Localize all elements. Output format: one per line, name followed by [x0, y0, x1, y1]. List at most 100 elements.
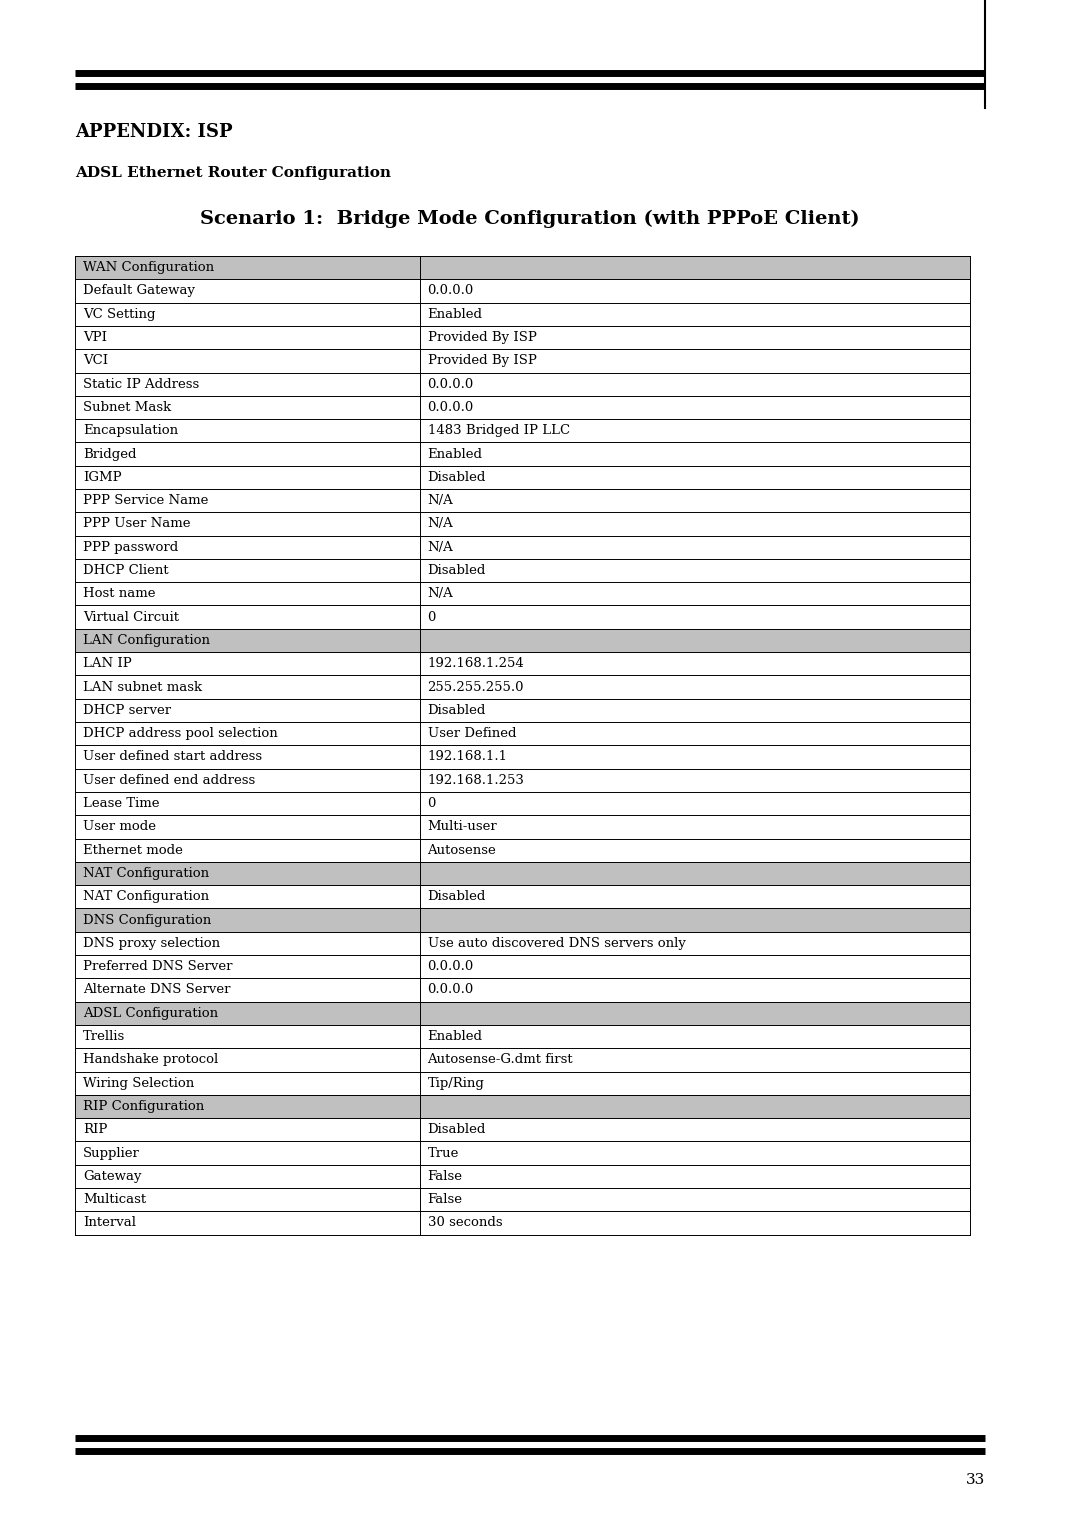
Text: Disabled: Disabled [428, 564, 486, 578]
Text: Provided By ISP: Provided By ISP [428, 354, 537, 367]
Text: 0.0.0.0: 0.0.0.0 [428, 960, 474, 973]
Bar [75, 955, 970, 978]
Bar [75, 419, 970, 443]
Text: ADSL Configuration: ADSL Configuration [83, 1007, 218, 1019]
Text: 0.0.0.0: 0.0.0.0 [428, 984, 474, 996]
Bar [75, 1187, 970, 1212]
Text: 0: 0 [428, 611, 436, 623]
Text: Wiring Selection: Wiring Selection [83, 1077, 194, 1089]
Bar [75, 816, 970, 839]
Text: Use auto discovered DNS servers only: Use auto discovered DNS servers only [428, 937, 686, 950]
Bar [75, 978, 970, 1001]
Bar [75, 466, 970, 489]
Text: Enabled: Enabled [428, 1030, 483, 1044]
Text: 0.0.0.0: 0.0.0.0 [428, 284, 474, 298]
Text: Static IP Address: Static IP Address [83, 377, 199, 391]
Text: Disabled: Disabled [428, 704, 486, 717]
Text: DHCP Client: DHCP Client [83, 564, 168, 578]
Text: Trellis: Trellis [83, 1030, 125, 1044]
Bar [75, 512, 970, 536]
Bar [75, 885, 970, 909]
Text: 255.255.255.0: 255.255.255.0 [428, 680, 524, 694]
Text: N/A: N/A [428, 494, 454, 507]
Text: Subnet Mask: Subnet Mask [83, 400, 172, 414]
Text: True: True [428, 1146, 459, 1160]
Text: NAT Configuration: NAT Configuration [83, 866, 210, 880]
Bar [75, 746, 970, 769]
Text: Autosense: Autosense [428, 843, 497, 857]
Bar [75, 1048, 970, 1071]
Text: 0: 0 [428, 798, 436, 810]
Bar [75, 396, 970, 419]
Text: 33: 33 [966, 1473, 985, 1487]
Bar [75, 443, 970, 466]
Text: Provided By ISP: Provided By ISP [428, 332, 537, 344]
Text: N/A: N/A [428, 518, 454, 530]
Text: LAN Configuration: LAN Configuration [83, 634, 210, 646]
Text: VPI: VPI [83, 332, 107, 344]
Bar [75, 839, 970, 862]
Text: Alternate DNS Server: Alternate DNS Server [83, 984, 230, 996]
Bar [75, 792, 970, 816]
Text: DNS proxy selection: DNS proxy selection [83, 937, 220, 950]
Text: VCI: VCI [83, 354, 108, 367]
Text: 0.0.0.0: 0.0.0.0 [428, 400, 474, 414]
Bar [75, 536, 970, 559]
Text: Disabled: Disabled [428, 471, 486, 484]
Text: LAN IP: LAN IP [83, 657, 132, 671]
Text: Disabled: Disabled [428, 891, 486, 903]
Bar [75, 605, 970, 630]
Bar [75, 1071, 970, 1094]
Text: 192.168.1.254: 192.168.1.254 [428, 657, 524, 671]
Text: Scenario 1:  Bridge Mode Configuration (with PPPoE Client): Scenario 1: Bridge Mode Configuration (w… [200, 209, 860, 228]
Text: N/A: N/A [428, 587, 454, 601]
Bar [75, 582, 970, 605]
Bar [75, 769, 970, 792]
Text: Disabled: Disabled [428, 1123, 486, 1137]
Text: Default Gateway: Default Gateway [83, 284, 195, 298]
Text: DHCP server: DHCP server [83, 704, 171, 717]
Text: Encapsulation: Encapsulation [83, 425, 178, 437]
Text: 1483 Bridged IP LLC: 1483 Bridged IP LLC [428, 425, 570, 437]
Text: LAN subnet mask: LAN subnet mask [83, 680, 202, 694]
Bar [75, 1141, 970, 1164]
Text: ADSL Ethernet Router Configuration: ADSL Ethernet Router Configuration [75, 167, 391, 180]
Text: NAT Configuration: NAT Configuration [83, 891, 210, 903]
Bar [75, 1025, 970, 1048]
Text: DHCP address pool selection: DHCP address pool selection [83, 727, 278, 740]
Bar [75, 280, 970, 303]
Bar [75, 489, 970, 512]
Text: N/A: N/A [428, 541, 454, 553]
Text: Autosense-G.dmt first: Autosense-G.dmt first [428, 1053, 573, 1067]
Text: PPP User Name: PPP User Name [83, 518, 190, 530]
Text: User Defined: User Defined [428, 727, 516, 740]
Text: PPP password: PPP password [83, 541, 178, 553]
Text: Host name: Host name [83, 587, 156, 601]
Text: Bridged: Bridged [83, 448, 136, 460]
Text: APPENDIX: ISP: APPENDIX: ISP [75, 122, 232, 141]
Bar [75, 303, 970, 325]
Bar [75, 257, 970, 280]
Bar [75, 1118, 970, 1141]
Bar [75, 862, 970, 885]
Text: 192.168.1.1: 192.168.1.1 [428, 750, 508, 764]
Bar [75, 698, 970, 723]
Text: Interval: Interval [83, 1216, 136, 1230]
Text: DNS Configuration: DNS Configuration [83, 914, 212, 926]
Text: Virtual Circuit: Virtual Circuit [83, 611, 179, 623]
Text: RIP Configuration: RIP Configuration [83, 1100, 204, 1112]
Text: User defined end address: User defined end address [83, 773, 255, 787]
Text: Lease Time: Lease Time [83, 798, 160, 810]
Bar [75, 675, 970, 698]
Text: User defined start address: User defined start address [83, 750, 262, 764]
Text: Multicast: Multicast [83, 1193, 146, 1206]
Bar [75, 723, 970, 746]
Bar [75, 652, 970, 675]
Bar [75, 559, 970, 582]
Bar [75, 325, 970, 350]
Bar [75, 909, 970, 932]
Bar [75, 350, 970, 373]
Text: 30 seconds: 30 seconds [428, 1216, 502, 1230]
Text: Gateway: Gateway [83, 1170, 141, 1183]
Text: Enabled: Enabled [428, 307, 483, 321]
